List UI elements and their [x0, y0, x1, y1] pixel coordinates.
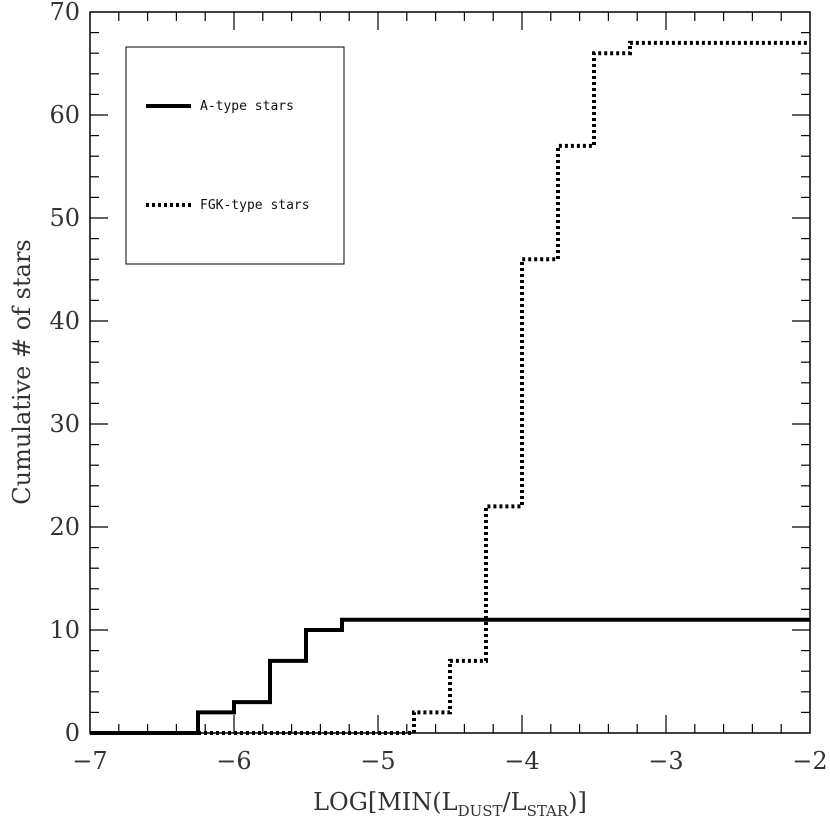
y-tick-label: 10	[49, 616, 80, 644]
legend-label-fgk-type: FGK-type stars	[200, 198, 310, 213]
axis-ticks	[90, 12, 810, 733]
x-axis-title-mid: /L	[503, 788, 527, 816]
y-tick-label: 40	[49, 307, 80, 335]
x-tick-label: −5	[360, 747, 395, 775]
y-tick-label: 30	[49, 410, 80, 438]
x-tick-label: −2	[792, 747, 827, 775]
x-tick-label: −4	[504, 747, 539, 775]
y-tick-label: 60	[49, 101, 80, 129]
y-tick-label: 20	[49, 513, 80, 541]
series-line-fgk-type	[90, 40, 810, 735]
x-axis-title: LOG[MIN(LDUST/LSTAR)]	[313, 788, 587, 820]
x-axis-title-suffix: )]	[568, 788, 587, 816]
x-tick-label: −6	[216, 747, 251, 775]
legend-box	[125, 46, 345, 265]
axis-tick-labels: −7 −6 −5 −4 −3 −2 0 10 20 30 40 50 60 70	[49, 0, 827, 775]
legend: A-type stars FGK-type stars	[125, 46, 345, 265]
x-axis-title-sub-dust: DUST	[458, 802, 503, 820]
y-axis-title: Cumulative # of stars	[8, 239, 36, 505]
legend-label-a-type: A-type stars	[200, 99, 294, 114]
series-line-a-type	[90, 617, 810, 735]
series-layer	[90, 40, 810, 735]
x-axis-title-sub-star: STAR	[527, 802, 569, 820]
x-axis-title-prefix: LOG[MIN(L	[313, 788, 458, 816]
plot-frame	[89, 11, 811, 734]
x-tick-label: −3	[648, 747, 683, 775]
x-tick-label: −7	[72, 747, 107, 775]
y-tick-label: 50	[49, 204, 80, 232]
y-tick-label: 0	[65, 719, 80, 747]
y-tick-label: 70	[49, 0, 80, 26]
